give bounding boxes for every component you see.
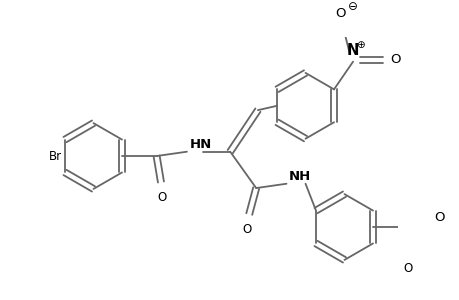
Text: O: O [389, 53, 400, 66]
Text: O: O [157, 191, 166, 204]
Text: O: O [433, 211, 444, 224]
Text: N: N [346, 43, 358, 58]
Text: O: O [241, 223, 251, 236]
Text: HN: HN [189, 138, 211, 151]
Text: NH: NH [288, 170, 311, 183]
Text: O: O [335, 7, 346, 20]
Text: O: O [402, 262, 411, 275]
Text: ⊖: ⊖ [347, 0, 357, 13]
Text: ⊕: ⊕ [355, 40, 364, 50]
Text: Br: Br [48, 149, 62, 163]
